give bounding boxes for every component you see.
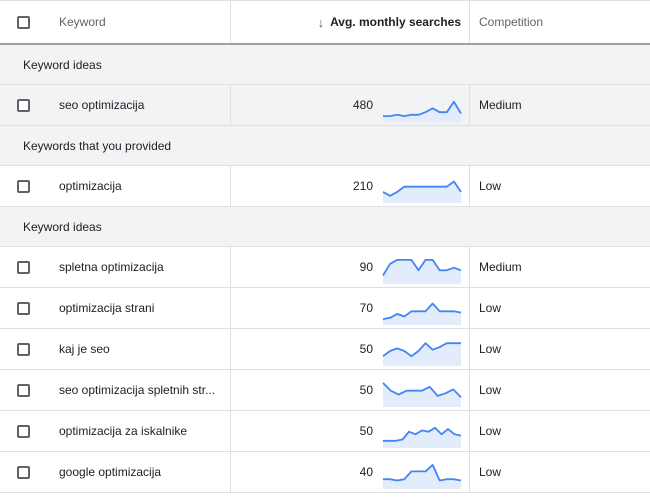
- trend-line: [383, 100, 462, 118]
- avg-searches-value: 90: [359, 260, 373, 274]
- avg-searches-cell: 210: [230, 166, 470, 206]
- competition-value: Low: [479, 179, 502, 193]
- trend-line: [382, 382, 462, 398]
- trend-line: [382, 180, 462, 197]
- trend-area: [383, 464, 461, 489]
- trend-line: [382, 302, 462, 320]
- row-checkbox-cell: [0, 465, 45, 479]
- trend-line: [382, 342, 461, 358]
- avg-searches-value: 210: [352, 179, 373, 193]
- keyword-row[interactable]: optimizacija za iskalnike 50 Low: [0, 411, 650, 452]
- trend-sparkline: [382, 259, 462, 284]
- avg-searches-column-header[interactable]: ↓ Avg. monthly searches: [230, 1, 470, 43]
- table-header: Keyword ↓ Avg. monthly searches Competit…: [0, 0, 650, 45]
- trend-line: [383, 464, 462, 482]
- competition-value: Low: [479, 342, 502, 356]
- group-header: Keyword ideas: [0, 45, 650, 85]
- trend-line: [383, 426, 462, 442]
- competition-value: Medium: [479, 260, 522, 274]
- avg-searches-cell: 90: [230, 247, 470, 287]
- avg-searches-label: Avg. monthly searches: [330, 15, 461, 29]
- trend-area: [383, 259, 461, 284]
- trend-area: [383, 343, 461, 366]
- avg-searches-cell: 50: [230, 370, 470, 410]
- avg-searches-cell: 50: [230, 411, 470, 451]
- trend-sparkline: [383, 100, 462, 122]
- avg-searches-value: 50: [359, 424, 373, 438]
- keyword-text: seo optimizacija: [59, 98, 145, 112]
- competition-value: Low: [479, 383, 502, 397]
- row-checkbox[interactable]: [17, 98, 30, 112]
- competition-value: Medium: [479, 98, 522, 112]
- trend-line: [382, 259, 462, 276]
- avg-searches-value: 50: [359, 342, 373, 356]
- trend-sparkline: [382, 382, 462, 407]
- keyword-row[interactable]: spletna optimizacija 90 Medium: [0, 247, 650, 288]
- competition-column-header[interactable]: Competition: [479, 15, 544, 29]
- keyword-row[interactable]: seo optimizacija 480 Medium: [0, 85, 650, 126]
- row-checkbox[interactable]: [17, 301, 30, 315]
- group-header: Keyword ideas: [0, 207, 650, 247]
- trend-area: [383, 427, 461, 448]
- avg-searches-cell: 50: [230, 329, 470, 369]
- keyword-text: kaj je seo: [59, 342, 110, 356]
- keyword-text: seo optimizacija spletnih str...: [59, 383, 216, 397]
- keyword-row[interactable]: google optimizacija 40 Low: [0, 452, 650, 493]
- sort-arrow-down-icon: ↓: [317, 14, 325, 30]
- competition-value: Low: [479, 424, 502, 438]
- trend-sparkline: [382, 302, 462, 325]
- table-body: Keyword ideas seo optimizacija 480 Medium Ke…: [0, 45, 650, 493]
- row-checkbox[interactable]: [17, 383, 30, 397]
- trend-area: [383, 382, 461, 407]
- keyword-column-header[interactable]: Keyword: [59, 15, 106, 29]
- row-checkbox-cell: [0, 179, 45, 193]
- row-checkbox[interactable]: [17, 342, 30, 356]
- competition-value: Low: [479, 465, 502, 479]
- row-checkbox-cell: [0, 383, 45, 397]
- keyword-row[interactable]: seo optimizacija spletnih str... 50 Low: [0, 370, 650, 411]
- row-checkbox-cell: [0, 301, 45, 315]
- keyword-text: google optimizacija: [59, 465, 162, 479]
- group-header: Keywords that you provided: [0, 126, 650, 166]
- avg-searches-cell: 480: [230, 85, 470, 125]
- keyword-text: optimizacija: [59, 179, 122, 193]
- keyword-row[interactable]: optimizacija strani 70 Low: [0, 288, 650, 329]
- trend-sparkline: [382, 342, 461, 366]
- row-checkbox-cell: [0, 424, 45, 438]
- competition-value: Low: [479, 301, 502, 315]
- row-checkbox[interactable]: [17, 424, 30, 438]
- avg-searches-cell: 40: [230, 452, 470, 492]
- row-checkbox[interactable]: [17, 260, 30, 274]
- avg-searches-value: 70: [359, 301, 373, 315]
- row-checkbox[interactable]: [17, 179, 30, 193]
- keyword-text: optimizacija strani: [59, 301, 155, 315]
- select-all-checkbox[interactable]: [17, 15, 30, 29]
- trend-sparkline: [383, 426, 462, 448]
- avg-searches-value: 50: [359, 383, 373, 397]
- keyword-row[interactable]: optimizacija 210 Low: [0, 166, 650, 207]
- trend-sparkline: [382, 180, 462, 203]
- row-checkbox-cell: [0, 342, 45, 356]
- trend-area: [383, 101, 461, 122]
- avg-searches-value: 40: [359, 465, 373, 479]
- trend-area: [383, 303, 461, 325]
- keyword-text: spletna optimizacija: [59, 260, 164, 274]
- select-all-cell: [0, 15, 45, 29]
- row-checkbox-cell: [0, 98, 45, 112]
- row-checkbox[interactable]: [17, 465, 30, 479]
- keyword-text: optimizacija za iskalnike: [59, 424, 188, 438]
- avg-searches-value: 480: [352, 98, 373, 112]
- keyword-row[interactable]: kaj je seo 50 Low: [0, 329, 650, 370]
- trend-sparkline: [383, 464, 462, 489]
- avg-searches-cell: 70: [230, 288, 470, 328]
- row-checkbox-cell: [0, 260, 45, 274]
